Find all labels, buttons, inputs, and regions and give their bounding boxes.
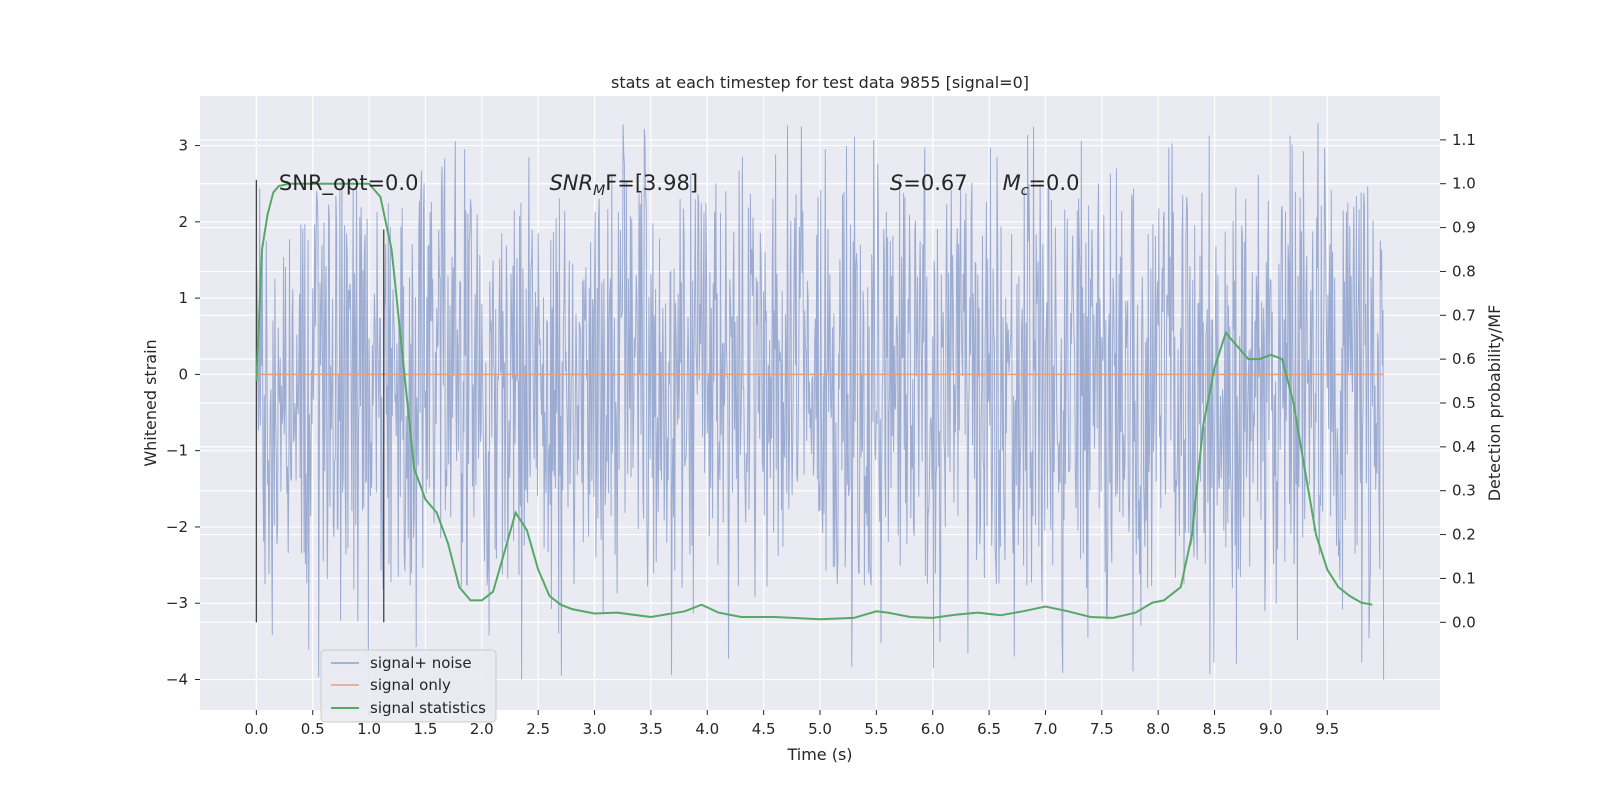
x-tick-label: 8.5 <box>1203 720 1227 738</box>
y2-tick-label: 0.7 <box>1452 306 1476 324</box>
x-tick-label: 2.5 <box>526 720 550 738</box>
y-tick-label: 1 <box>178 289 188 307</box>
x-tick-label: 2.0 <box>470 720 494 738</box>
annotations: SNR_opt=0.0 SNRMF=[3.98] S=0.67 Mc=0.0 <box>279 171 1080 199</box>
annotation-base: M <box>1003 171 1021 195</box>
legend-label-noise: signal+ noise <box>370 654 472 672</box>
x-tick-label: 9.0 <box>1259 720 1283 738</box>
y2-tick-label: 1.1 <box>1452 131 1476 149</box>
annotation-tail: =0.67 <box>903 171 967 195</box>
chart-title: stats at each timestep for test data 985… <box>611 73 1029 92</box>
annotation-tail: =0.0 <box>1028 171 1079 195</box>
x-tick-label: 5.5 <box>864 720 888 738</box>
x-tick-label: 9.5 <box>1315 720 1339 738</box>
x-tick-label: 7.0 <box>1034 720 1058 738</box>
annotation-base: S <box>890 171 903 195</box>
x-tick-label: 8.0 <box>1146 720 1170 738</box>
y2-tick-label: 0.5 <box>1452 394 1476 412</box>
x-tick-label: 3.0 <box>583 720 607 738</box>
y-axis-ticks: 3 2 1 0 −1 −2 −3 −4 <box>166 137 200 688</box>
y2-tick-label: 1.0 <box>1452 175 1476 193</box>
legend: signal+ noise signal only signal statist… <box>320 649 497 723</box>
y2-tick-label: 0.2 <box>1452 526 1476 544</box>
y2-tick-label: 0.1 <box>1452 569 1476 587</box>
x-tick-label: 1.0 <box>357 720 381 738</box>
annotation-tail: F=[3.98] <box>605 171 698 195</box>
annotation-subscript: c <box>1021 183 1029 199</box>
legend-label-stats: signal statistics <box>370 699 486 717</box>
annotation-subscript: M <box>593 183 605 199</box>
x-tick-label: 4.0 <box>695 720 719 738</box>
y-tick-label: 3 <box>178 137 188 155</box>
x-tick-label: 3.5 <box>639 720 663 738</box>
annotation: SNR_opt=0.0 <box>279 171 419 196</box>
x-tick-label: 6.0 <box>921 720 945 738</box>
y2-tick-label: 0.3 <box>1452 482 1476 500</box>
x-tick-label: 0.5 <box>301 720 325 738</box>
signal-statistics-line <box>255 182 1373 621</box>
annotation-base: SNR_opt=0.0 <box>279 171 419 196</box>
y2-tick-label: 0.4 <box>1452 438 1476 456</box>
y2-tick-label: 0.0 <box>1452 613 1476 631</box>
annotation: Mc=0.0 <box>1003 171 1080 199</box>
x-tick-label: 5.0 <box>808 720 832 738</box>
y2-tick-label: 0.6 <box>1452 350 1476 368</box>
x-tick-label: 0.0 <box>244 720 268 738</box>
annotation: S=0.67 <box>890 171 968 195</box>
y2-axis-ticks: 1.1 1.0 0.9 0.8 0.7 0.6 0.5 0.4 0.3 0.2 0.1 0.0 <box>1440 131 1476 631</box>
x-tick-label: 4.5 <box>752 720 776 738</box>
y2-tick-label: 0.8 <box>1452 262 1476 280</box>
x-axis-label: Time (s) <box>786 745 852 764</box>
y-tick-label: −1 <box>166 442 188 460</box>
annotation-base: SNR <box>549 171 593 195</box>
x-tick-label: 6.5 <box>977 720 1001 738</box>
y-tick-label: 2 <box>178 213 188 231</box>
annotation: SNRMF=[3.98] <box>549 171 698 199</box>
legend-label-signal: signal only <box>370 676 451 694</box>
y-tick-label: −3 <box>166 594 188 612</box>
marker-lines <box>255 179 385 623</box>
x-tick-label: 7.5 <box>1090 720 1114 738</box>
y2-axis-label: Detection probability/MF <box>1485 305 1504 502</box>
legend-box <box>320 649 497 723</box>
x-tick-label: 1.5 <box>414 720 438 738</box>
y-tick-label: −4 <box>166 670 188 688</box>
x-axis-ticks: 0.0 0.5 1.0 1.5 2.0 2.5 3.0 3.5 4.0 4.5 5.0 5.5 6.0 6… <box>244 710 1339 738</box>
y-axis-label: Whitened strain <box>141 339 160 466</box>
y-tick-label: 0 <box>178 365 188 383</box>
y2-tick-label: 0.9 <box>1452 219 1476 237</box>
y-tick-label: −2 <box>166 518 188 536</box>
